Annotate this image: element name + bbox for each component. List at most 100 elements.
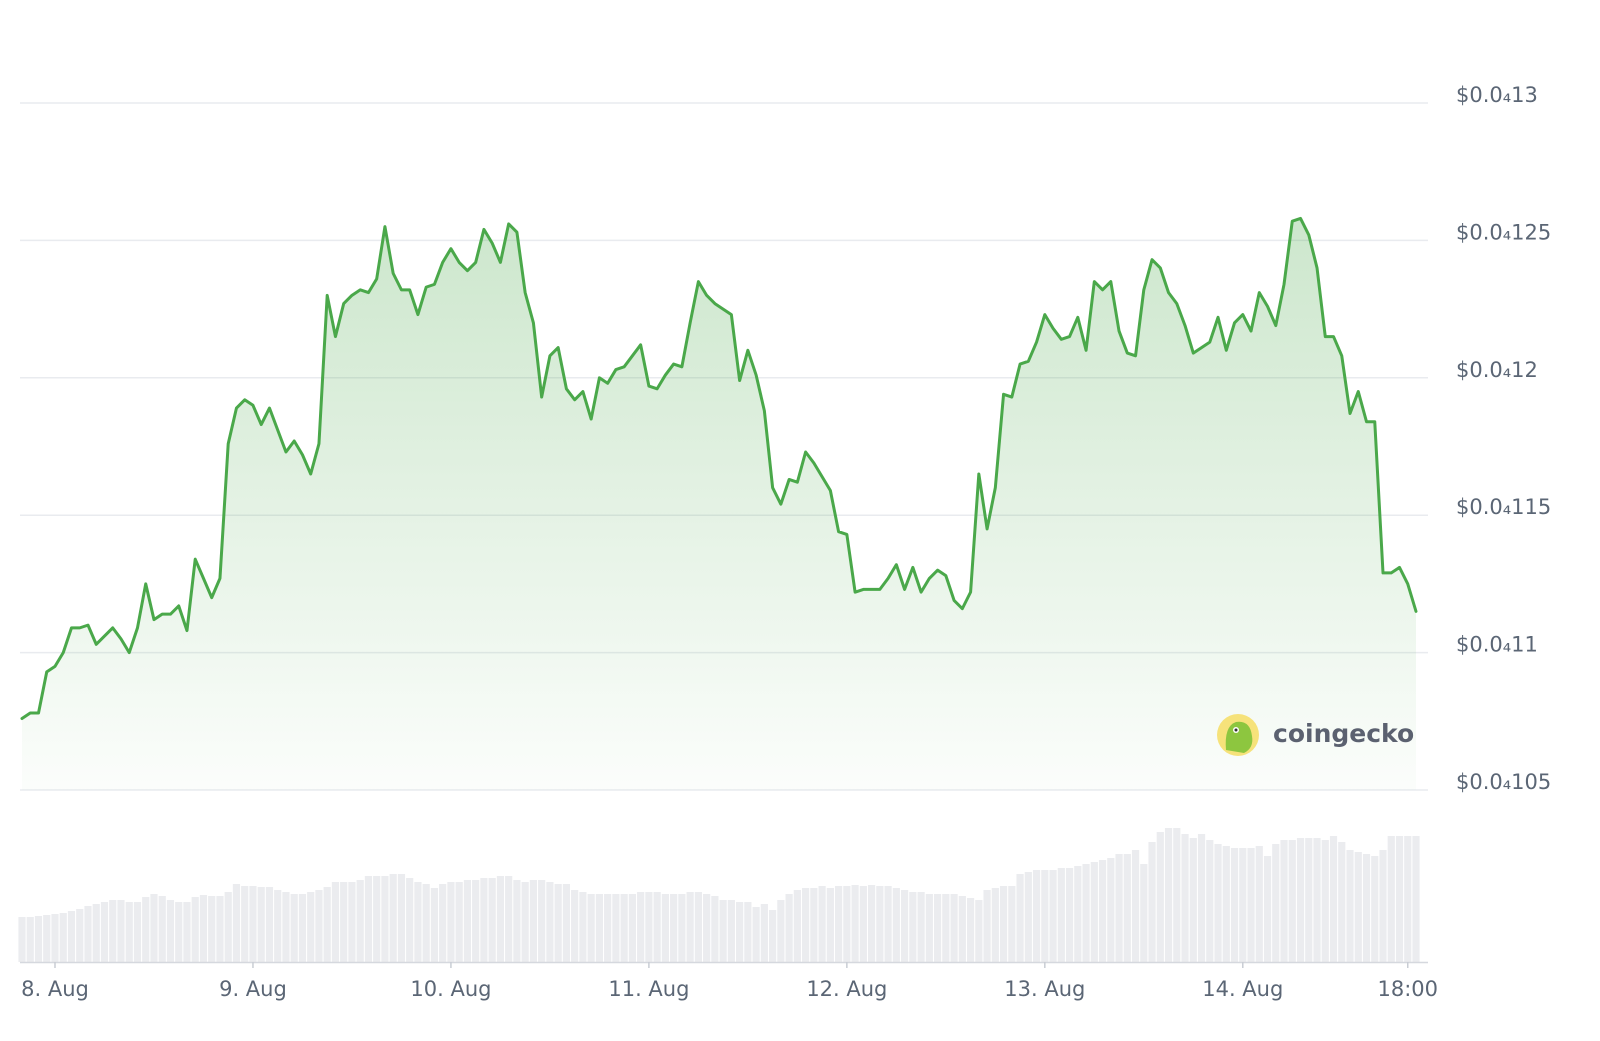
volume-bar [645,892,653,962]
volume-bar [1123,854,1131,962]
volume-bar [472,880,480,962]
volume-bar [1164,828,1173,962]
volume-bar [917,892,925,962]
volume-bar [290,894,298,962]
volume-bar [1057,868,1065,962]
volume-bar [670,894,678,962]
volume-bar [900,890,909,962]
volume-bar [117,900,125,962]
volume-bar [183,902,191,962]
volume-bar [1065,868,1074,962]
volume-bar [942,894,950,962]
volume-bar [876,886,884,962]
volume-bar [406,878,414,962]
volume-bar [1239,848,1247,962]
volume-bars [18,828,1420,962]
volume-bar [1354,852,1362,962]
volume-bar [257,887,265,962]
volume-bar [966,898,975,962]
volume-bar [18,917,26,962]
watermark: coingecko [1217,714,1414,756]
volume-bar [125,902,133,962]
volume-bar [1131,850,1140,962]
volume-bar [835,886,843,962]
volume-bar [241,886,249,962]
volume-bar [175,902,183,962]
x-tick-label: 11. Aug [608,977,689,1001]
watermark-text: coingecko [1273,719,1414,748]
volume-bar [298,894,307,962]
volume-bar [711,896,719,962]
volume-bar [925,894,933,962]
volume-bar [1404,836,1412,962]
volume-bar [991,888,999,962]
volume-bar [562,884,571,962]
volume-bar [1288,840,1296,962]
volume-bar [843,886,851,962]
volume-bar [538,880,546,962]
volume-bar [802,888,810,962]
volume-bar [736,902,744,962]
volume-bar [397,874,406,962]
x-tick-label: 8. Aug [21,977,89,1001]
volume-bar [818,886,826,962]
volume-bar [1247,848,1255,962]
volume-bar [307,892,315,962]
volume-bar [381,876,389,962]
volume-bar [637,892,645,962]
volume-bar [488,878,496,962]
volume-bar [496,876,505,962]
volume-bar [884,886,892,962]
volume-bar [1041,870,1049,962]
volume-bar [851,885,859,962]
volume-bar [1107,858,1115,962]
volume-bar [323,887,331,962]
volume-bar [373,876,381,962]
volume-bar [356,880,364,962]
volume-bar [703,894,711,962]
volume-bar [455,882,463,962]
volume-bar [480,878,488,962]
y-tick-label: $0.0₄12 [1456,358,1538,382]
volume-bar [84,906,92,962]
labels: $0.0₄13 $0.0₄125 $0.0₄12 $0.0₄115 $0.0₄11 $0.… [21,83,1551,1001]
volume-bar [249,886,257,962]
volume-bar [975,900,983,962]
volume-bar [620,894,628,962]
y-tick-label: $0.0₄125 [1456,220,1551,244]
volume-bar [694,892,702,962]
volume-bar [109,900,117,962]
volume-bar [414,882,422,962]
volume-bar [587,894,595,962]
volume-bar [1082,864,1090,962]
volume-bar [1362,854,1371,962]
volume-bar [999,886,1008,962]
volume-bar [348,882,356,962]
volume-bar [439,884,447,962]
x-tick-label: 14. Aug [1202,977,1283,1001]
volume-bar [142,897,150,962]
volume-bar [216,896,224,962]
volume-bar [1090,862,1098,962]
volume-bar [1098,860,1107,962]
volume-bar [447,882,455,962]
volume-bar [859,886,867,962]
volume-bar [686,892,694,962]
volume-bar [678,894,686,962]
x-tick-label: 9. Aug [219,977,287,1001]
volume-bar [67,911,76,962]
volume-bar [1329,836,1338,962]
volume-bar [513,880,521,962]
volume-bar [1296,838,1305,962]
volume-bar [1272,844,1280,962]
volume-bar [769,910,777,962]
volume-bar [92,904,100,962]
volume-bar [274,890,282,962]
volume-bar [1189,838,1197,962]
price-area [22,218,1416,791]
volume-bar [1181,834,1189,962]
volume-bar [1412,836,1420,962]
volume-bar [430,888,439,962]
